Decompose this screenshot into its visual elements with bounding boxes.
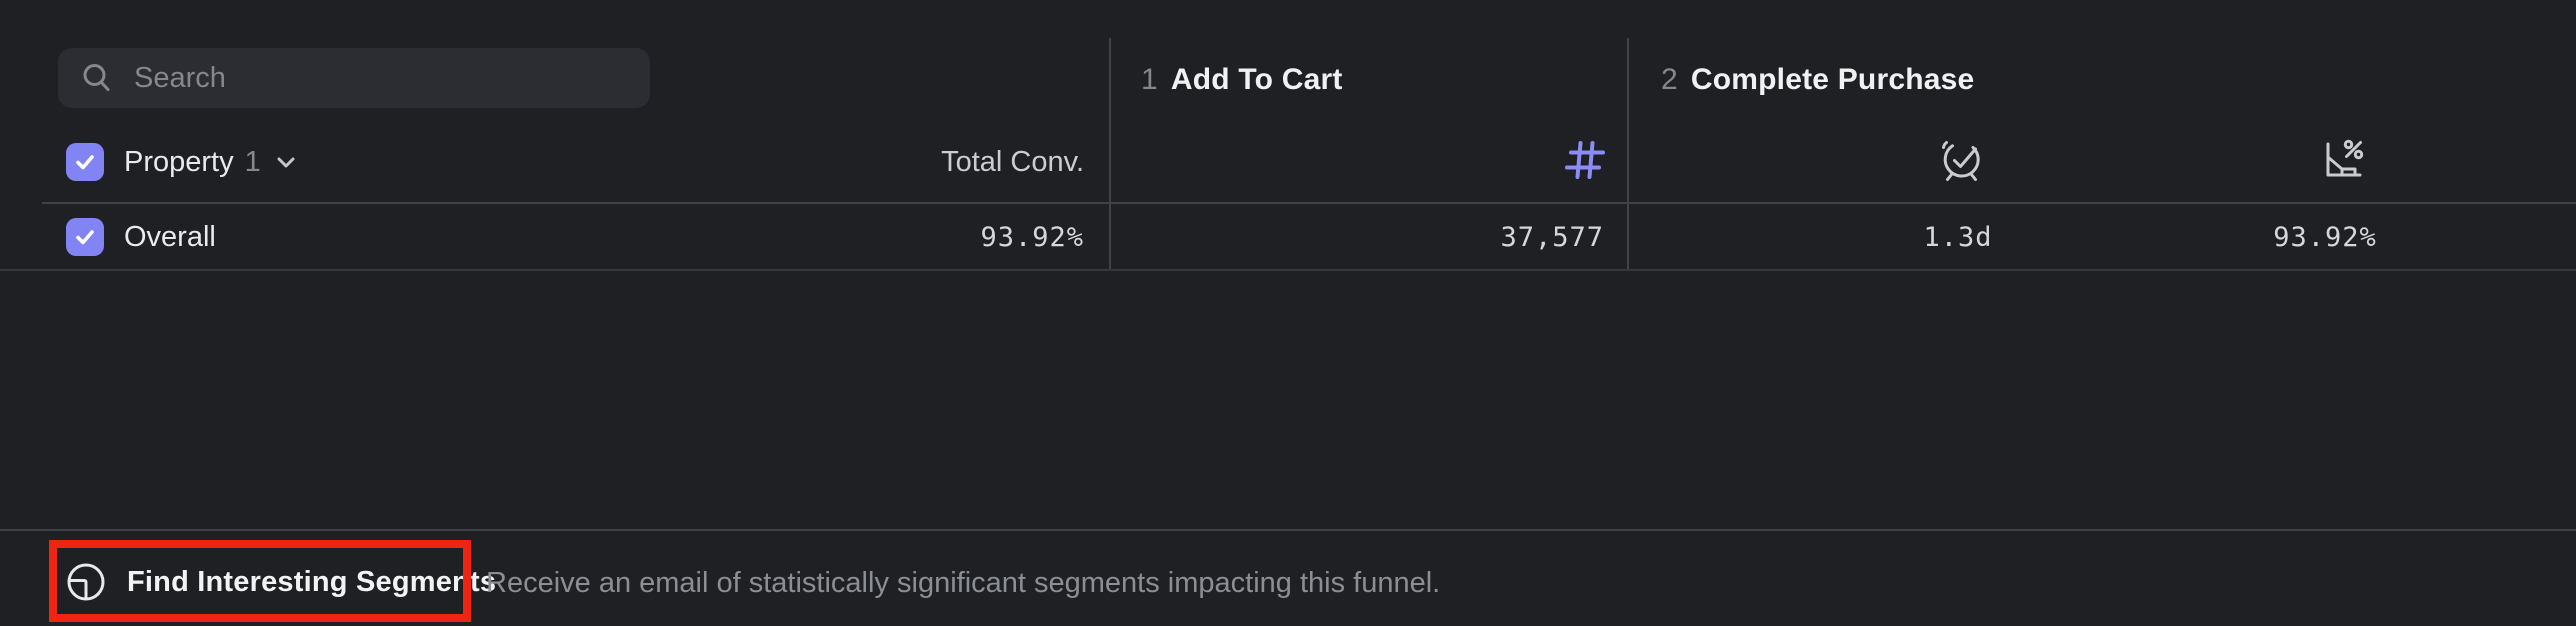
- search-input[interactable]: [134, 61, 628, 95]
- cell-total-conv: 93.92%: [980, 222, 1084, 253]
- step-divider: [1627, 38, 1629, 270]
- step-1-header: 1 Add To Cart: [1141, 61, 1343, 99]
- property-index: 1: [244, 145, 261, 178]
- property-breakdown-selector[interactable]: Property 1: [66, 142, 297, 182]
- step-label: Complete Purchase: [1690, 63, 1975, 96]
- footer-description: Receive an email of statistically signif…: [486, 567, 1441, 599]
- search-icon: [83, 64, 110, 91]
- row-checkbox[interactable]: [66, 218, 104, 256]
- check-icon: [76, 155, 94, 170]
- property-label: Property: [124, 145, 234, 178]
- check-icon: [76, 230, 94, 245]
- conversion-rate-chart-icon[interactable]: [2317, 134, 2369, 186]
- cell-step1-count: 37,577: [1500, 222, 1604, 253]
- total-conv-column-header: Total Conv.: [941, 146, 1084, 178]
- step-number: 1: [1141, 63, 1158, 96]
- header-bottom-border: [42, 202, 2576, 204]
- footer-top-border: [0, 529, 2576, 531]
- step-label: Add To Cart: [1170, 63, 1343, 96]
- row-bottom-border: [0, 269, 2576, 271]
- step-divider: [1109, 38, 1111, 270]
- chevron-down-icon[interactable]: [275, 155, 297, 169]
- cell-step2-time: 1.3d: [1923, 222, 1993, 253]
- step-2-header: 2 Complete Purchase: [1661, 61, 1974, 99]
- step-number: 2: [1661, 63, 1678, 96]
- time-to-convert-icon[interactable]: [1936, 134, 1988, 186]
- segments-icon: [67, 563, 105, 601]
- hash-count-icon[interactable]: [1559, 134, 1611, 186]
- table-row-overall[interactable]: Overall: [66, 217, 216, 257]
- find-interesting-segments-button[interactable]: Find Interesting Segments: [64, 558, 496, 606]
- property-checkbox[interactable]: [66, 143, 104, 181]
- row-label: Overall: [124, 220, 216, 253]
- find-interesting-segments-label: Find Interesting Segments: [127, 565, 497, 598]
- cell-step2-conv-rate: 93.92%: [2273, 222, 2377, 253]
- search-box[interactable]: [58, 48, 650, 108]
